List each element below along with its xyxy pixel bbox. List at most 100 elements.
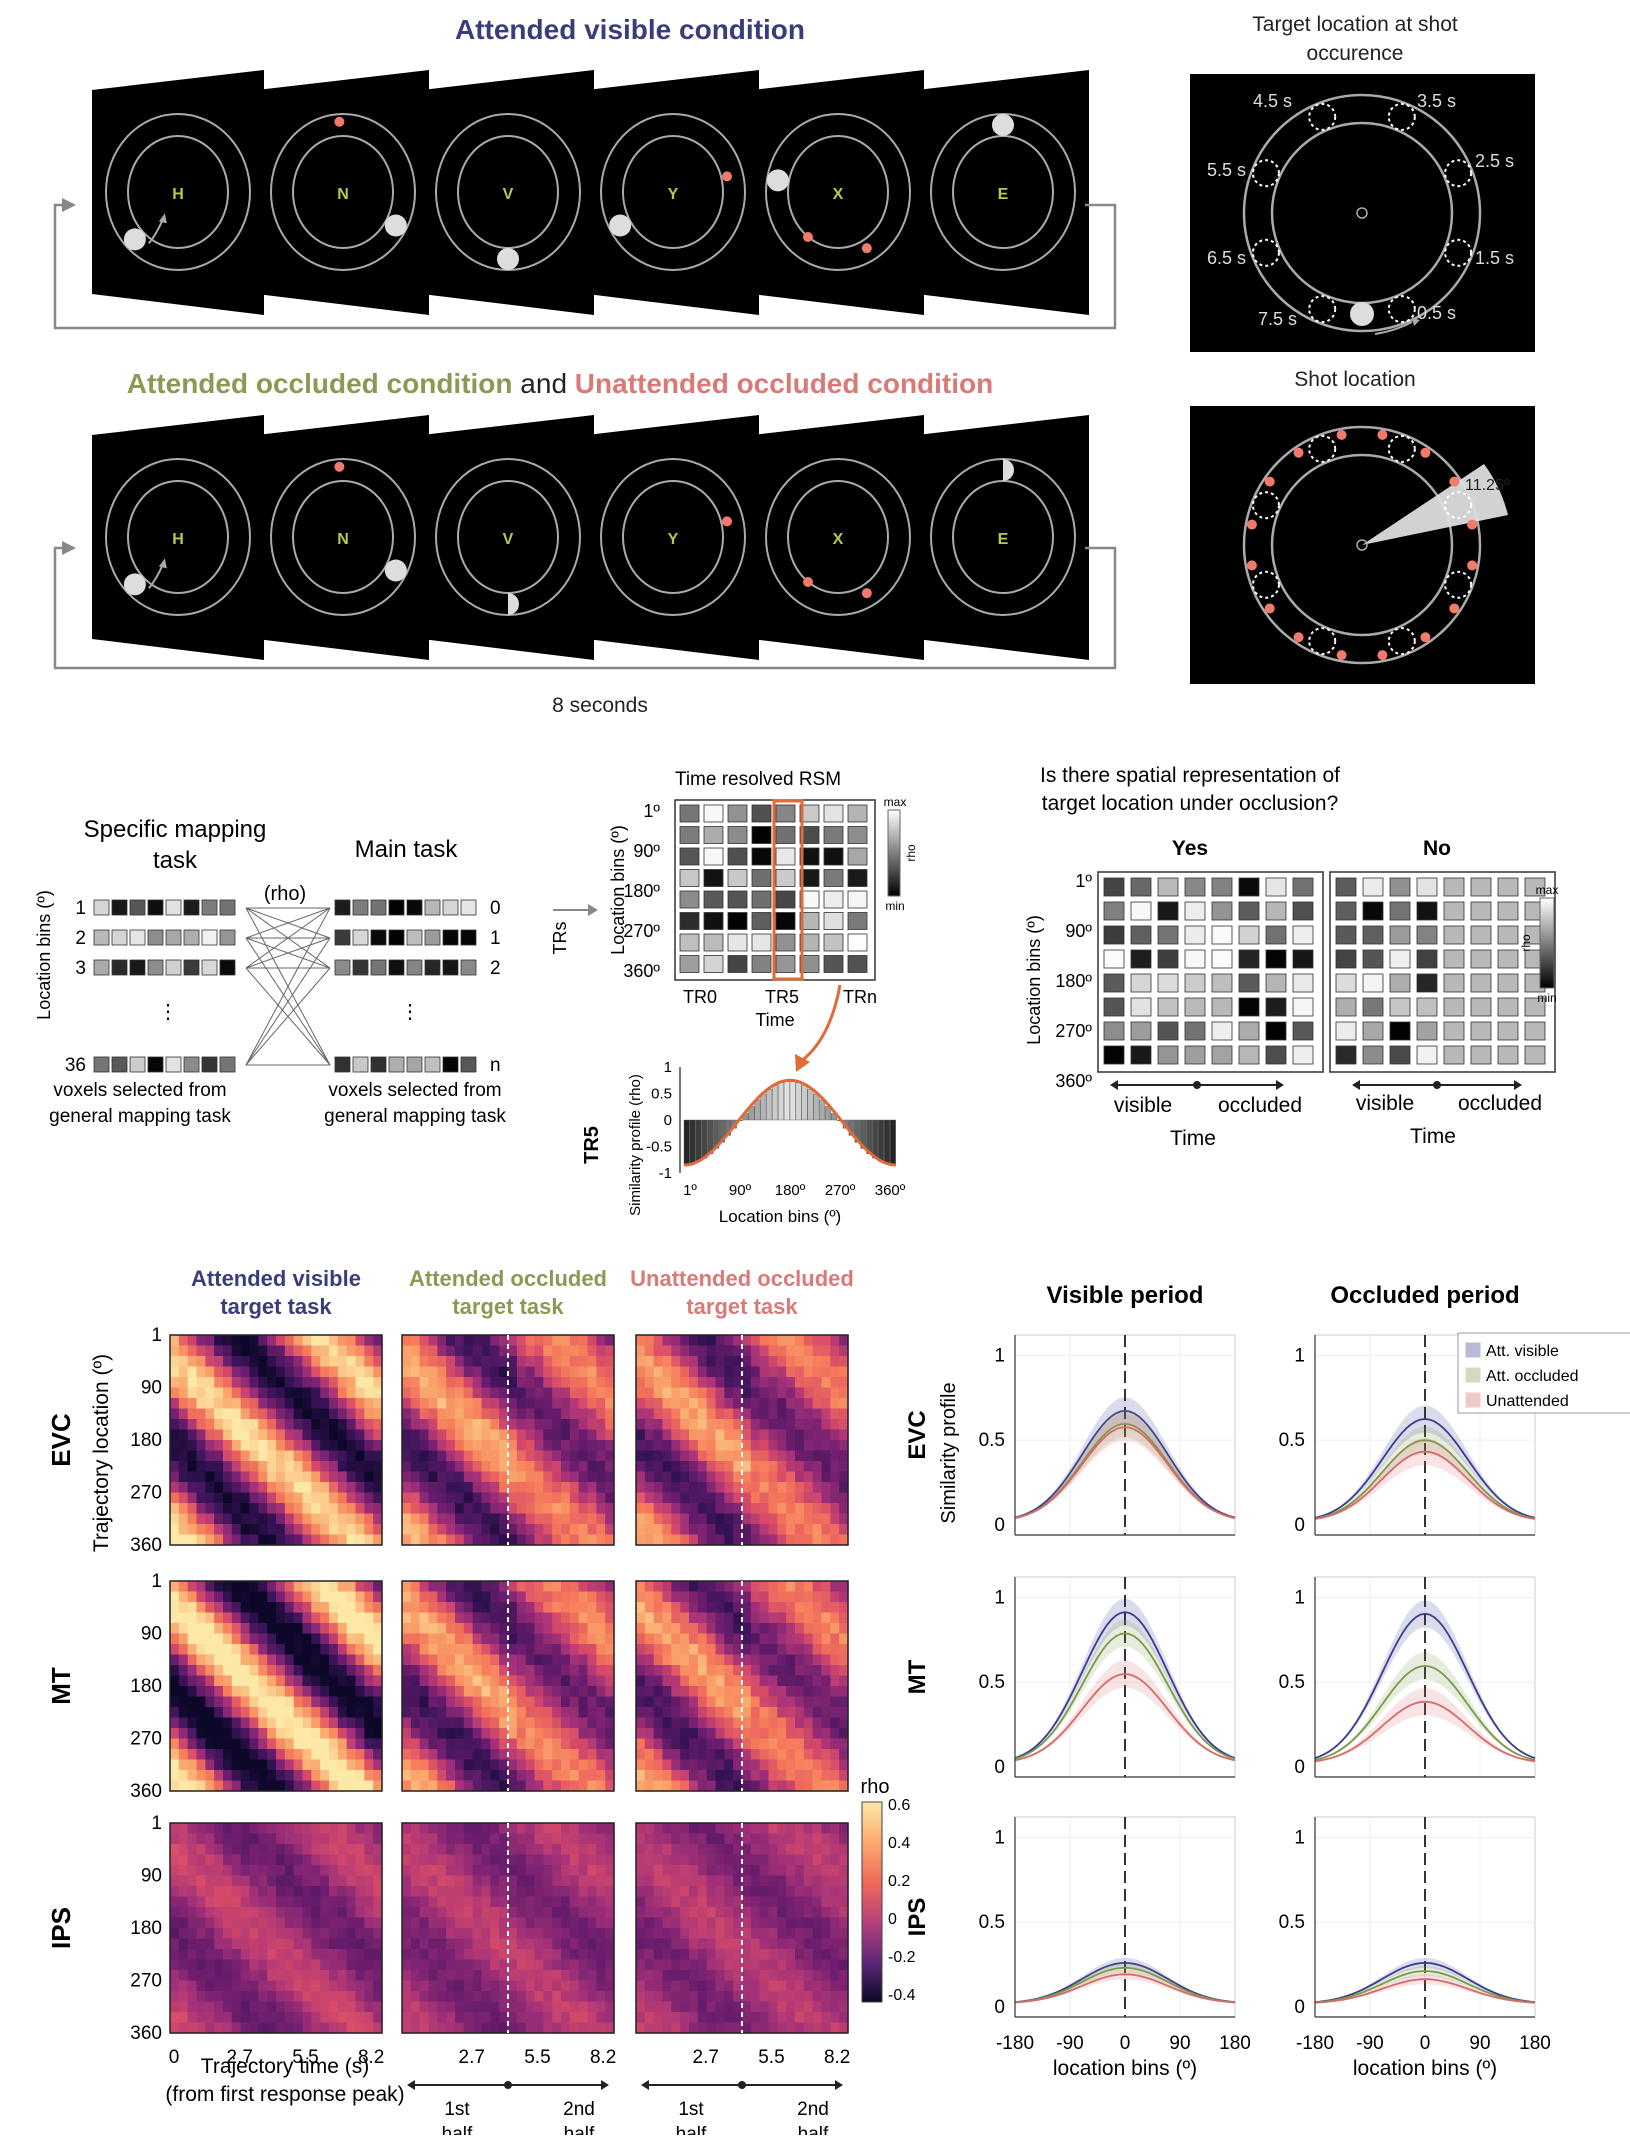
heatmap-cell [830,1675,840,1687]
shot-panel-title: Shot location [1294,368,1416,391]
heatmap-cell [187,1686,198,1698]
heatmap-cell [311,1991,321,2003]
qa-cell [1238,877,1260,897]
heatmap-cell [463,1429,474,1441]
heatmap-cell [516,1770,527,1782]
heatmap-cell [276,1686,286,1698]
heatmap-cell [644,1534,655,1546]
heatmap-cell [490,1419,500,1431]
heatmap-cell [437,1461,447,1473]
legend-entry: Att. occluded [1486,1368,1579,1385]
heatmap-cell [178,1581,189,1593]
legend-swatch [1465,1367,1481,1383]
heatmap-cell [311,1408,321,1420]
heatmap-cell [402,1854,412,1866]
heatmap-cell [516,1854,527,1866]
heatmap-cell [276,2022,286,2034]
heatmap-cell [481,1356,491,1368]
heatmap-cell [644,1440,655,1452]
qa-cell [1470,1021,1492,1041]
qa-cell [1103,901,1125,921]
heatmap-cell [605,1612,615,1624]
heatmap-cell [508,1865,518,1877]
heatmap-cell [534,1602,544,1614]
heatmap-cell [267,1387,277,1399]
heatmap-cell [205,1492,215,1504]
heatmap-cell [302,1450,312,1462]
heatmap-cell [346,1440,357,1452]
heatmap-cell [552,1928,562,1940]
heatmap-cell [329,1591,339,1603]
heatmap-cell [419,1991,430,2003]
heatmap-cell [680,1482,690,1494]
target-dot [334,461,345,472]
heatmap-cell [750,1823,761,1835]
heatmap-cell [293,1675,304,1687]
rsm-row-270: 270º [623,921,660,941]
heatmap-cell [490,1938,500,1950]
heatmap-cell [293,1492,304,1504]
heatmap-cell [795,1823,805,1835]
heatmap-cell [240,1665,251,1677]
heatmap-cell [437,1991,447,2003]
heatmap-cell [249,1833,259,1845]
heatmap-cell [569,1844,580,1856]
heatmap-cell [552,1513,562,1525]
heatmap-cell [525,1534,536,1546]
ball-icon [497,248,519,270]
heatmap-cell [653,1886,664,1898]
heatmap-cell [812,1398,823,1410]
heatmap-cell [724,1377,734,1389]
colorbar-tick: -0.2 [888,1949,916,1966]
heatmap-cell [455,1980,465,1992]
heatmap-cell [636,1471,646,1483]
heatmap-cell [803,1482,814,1494]
heatmap-cell [636,1917,646,1929]
profile-ytick: 0 [1294,1515,1305,1536]
heatmap-cell [812,1738,823,1750]
heatmap-cell [196,1707,206,1719]
heatmap-cell [402,1581,412,1593]
heatmap-cell [364,1833,374,1845]
heatmap-cell [293,1686,304,1698]
heatmap-cell [481,1759,491,1771]
voxel-cell [129,1056,146,1073]
heatmap-cell [223,1823,233,1835]
heatmap-cell [605,1440,615,1452]
heatmap-cell [671,1377,681,1389]
heatmap-cell [653,1419,664,1431]
heatmap-cell [419,1387,430,1399]
heatmap-cell [187,1938,198,1950]
heatmap-cell [178,1717,189,1729]
heatmap-cell [320,1581,330,1593]
heatmap-cell [552,1345,562,1357]
heatmap-cell [689,1907,699,1919]
heatmap-cell [481,1844,491,1856]
heatmap-cell [777,1759,787,1771]
heatmap-cell [759,1461,770,1473]
heatmap-cell [284,1387,295,1399]
heatmap-cell [214,1387,224,1399]
heatmap-cell [346,1970,357,1982]
heatmap-cell [543,1534,553,1546]
heatmap-cell [355,1854,365,1866]
heatmap-cell [455,1991,465,2003]
heatmap-cell [759,1686,770,1698]
heatmap-cell [267,1980,277,1992]
heatmap-cell [463,1865,474,1877]
heatmap-cell [605,1581,615,1593]
heatmap-cell [481,1492,491,1504]
heatmap-cell [481,1419,491,1431]
heatmap-cell [402,1398,412,1410]
heatmap-cell [578,1492,589,1504]
heatmap-cell [543,1770,553,1782]
heatmap-cell [653,1377,664,1389]
heatmap-cell [812,1482,823,1494]
heatmap-cell [302,1633,312,1645]
rsm-cell [679,847,700,866]
heatmap-cell [170,1408,180,1420]
heatmap-cell [759,1907,770,1919]
heatmap-cell [373,1991,383,2003]
heatmap-cell [472,1419,483,1431]
heatmap-cell [653,1949,664,1961]
